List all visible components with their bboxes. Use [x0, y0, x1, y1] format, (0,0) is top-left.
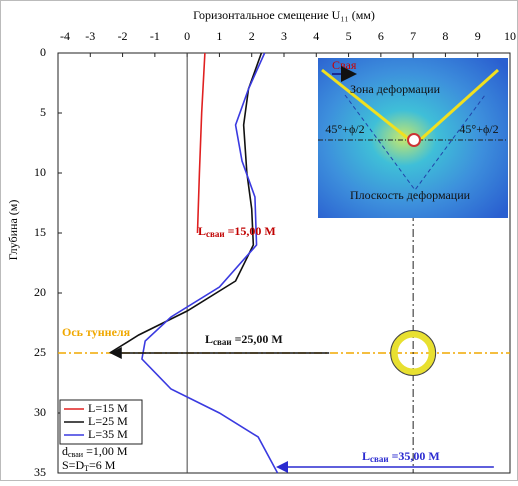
inset-tunnel	[408, 134, 420, 146]
pile-label-sub: сваи	[206, 229, 225, 239]
legend-label: L=25 M	[88, 414, 128, 428]
pile-label: Lсваи =15,00 M	[198, 224, 276, 239]
pile-label-sub: сваи	[370, 454, 389, 464]
legend-note-rest: =1,00 M	[83, 444, 128, 458]
pile-label-sub: сваи	[213, 337, 232, 347]
legend-note-main: S=D	[62, 458, 84, 472]
inset-image: Свая Зона деформации 45°+ϕ/2 45°+ϕ/2 Пло…	[318, 58, 508, 218]
legend-label: L=35 M	[88, 427, 128, 441]
pile-label-rest: =25,00 M	[232, 332, 283, 346]
y-tick-label: 15	[34, 225, 46, 239]
pile-label-rest: =35,00 M	[389, 449, 440, 463]
x-tick-label: -3	[85, 29, 95, 43]
inset-text: Свая	[332, 58, 357, 72]
tunnel-axis-label: Ось туннеля	[62, 325, 131, 339]
y-axis-label: Глубина (м)	[6, 200, 20, 261]
x-tick-label: 4	[313, 29, 319, 43]
inset-text: Зона деформации	[350, 82, 441, 96]
x-tick-label: 2	[249, 29, 255, 43]
x-tick-label: -2	[118, 29, 128, 43]
x-tick-label: 10	[504, 29, 516, 43]
y-tick-label: 5	[40, 105, 46, 119]
x-tick-label: -4	[60, 29, 70, 43]
pile-label-rest: =15,00 M	[225, 224, 276, 238]
x-tick-label: 7	[410, 29, 416, 43]
x-axis-label: Горизонтальное смещение U₁₁ (мм)	[193, 8, 375, 22]
pile-label-main: L	[362, 449, 370, 463]
x-tick-label: 9	[475, 29, 481, 43]
x-tick-label: 0	[184, 29, 190, 43]
y-tick-label: 0	[40, 45, 46, 59]
y-tick-label: 25	[34, 345, 46, 359]
curve	[197, 53, 204, 233]
pile-label-main: L	[205, 332, 213, 346]
pile-label-main: L	[198, 224, 206, 238]
x-tick-label: 3	[281, 29, 287, 43]
legend-note: S=DT=6 M	[62, 458, 116, 473]
x-tick-label: 8	[442, 29, 448, 43]
x-tick-label: -1	[150, 29, 160, 43]
legend-label: L=15 M	[88, 401, 128, 415]
pile-label: Lсваи =25,00 M	[205, 332, 283, 347]
curve	[142, 53, 278, 473]
y-tick-label: 10	[34, 165, 46, 179]
pile-label: Lсваи =35,00 M	[362, 449, 440, 464]
legend-note-rest: =6 M	[89, 458, 116, 472]
x-tick-label: 5	[346, 29, 352, 43]
y-tick-label: 35	[34, 465, 46, 479]
chart: Горизонтальное смещение U₁₁ (мм) Глубина …	[0, 0, 518, 481]
inset-text: 45°+ϕ/2	[459, 122, 498, 136]
y-tick-label: 30	[34, 405, 46, 419]
inset-text: 45°+ϕ/2	[325, 122, 364, 136]
inset-text: Плоскость деформации	[350, 188, 471, 202]
legend-note: dсваи =1,00 M	[62, 444, 128, 459]
x-tick-label: 6	[378, 29, 384, 43]
x-tick-label: 1	[216, 29, 222, 43]
y-tick-label: 20	[34, 285, 46, 299]
